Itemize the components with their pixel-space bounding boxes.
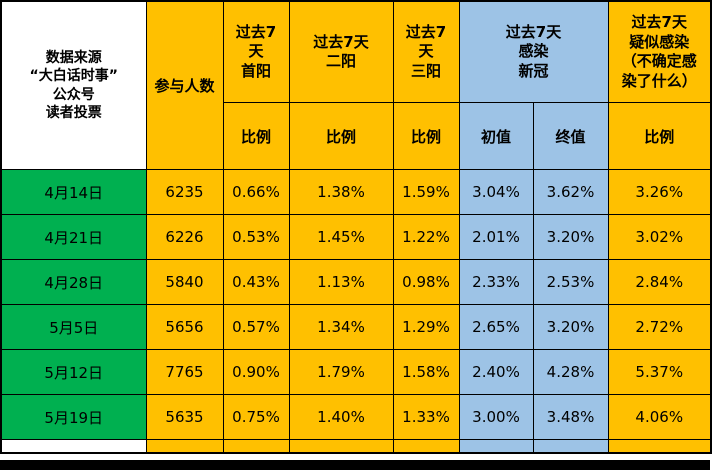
- subheader-final-value: 终值: [532, 102, 609, 170]
- empty-cell: [288, 439, 394, 454]
- bottom-gap: [0, 454, 710, 460]
- final-value-cell: 3.20%: [532, 214, 609, 260]
- participants-cell: 6226: [145, 214, 224, 260]
- suspected-ratio-cell: 3.02%: [607, 214, 712, 260]
- header-participants: 参与人数: [145, 0, 224, 170]
- third-positive-ratio-cell: 1.58%: [392, 349, 460, 395]
- first-positive-ratio-cell: 0.75%: [222, 394, 290, 440]
- empty-cell: [532, 439, 609, 454]
- table-row: 5月19日 5635 0.75% 1.40% 1.33% 3.00% 3.48%…: [0, 394, 712, 440]
- empty-cell: [222, 439, 290, 454]
- suspected-ratio-cell: 5.37%: [607, 349, 712, 395]
- empty-cell: [607, 439, 712, 454]
- suspected-ratio-cell: 2.84%: [607, 259, 712, 305]
- table-row: 4月21日 6226 0.53% 1.45% 1.22% 2.01% 3.20%…: [0, 214, 712, 260]
- participants-cell: 5840: [145, 259, 224, 305]
- poll-data-table: 数据来源 “大白话时事” 公众号 读者投票 参与人数 过去7 天 首阳 过去7天…: [0, 0, 712, 454]
- final-value-cell: 3.48%: [532, 394, 609, 440]
- first-positive-ratio-cell: 0.43%: [222, 259, 290, 305]
- second-positive-ratio-cell: 1.79%: [288, 349, 394, 395]
- final-value-cell: 3.62%: [532, 169, 609, 215]
- header-first-positive: 过去7 天 首阳: [222, 0, 290, 103]
- participants-cell: 6235: [145, 169, 224, 215]
- date-cell: 4月14日: [0, 169, 147, 215]
- subheader-ratio-first: 比例: [222, 102, 290, 170]
- participants-cell: 5656: [145, 304, 224, 350]
- first-positive-ratio-cell: 0.90%: [222, 349, 290, 395]
- first-positive-ratio-cell: 0.66%: [222, 169, 290, 215]
- third-positive-ratio-cell: 1.22%: [392, 214, 460, 260]
- empty-cell: [458, 439, 534, 454]
- initial-value-cell: 3.00%: [458, 394, 534, 440]
- header-row-top: 数据来源 “大白话时事” 公众号 读者投票 参与人数 过去7 天 首阳 过去7天…: [0, 0, 712, 170]
- third-positive-ratio-cell: 0.98%: [392, 259, 460, 305]
- participants-cell: 7765: [145, 349, 224, 395]
- second-positive-ratio-cell: 1.40%: [288, 394, 394, 440]
- initial-value-cell: 2.01%: [458, 214, 534, 260]
- subheader-ratio-third: 比例: [392, 102, 460, 170]
- header-covid-infection: 过去7天 感染 新冠: [458, 0, 609, 103]
- table-row: 5月12日 7765 0.90% 1.79% 1.58% 2.40% 4.28%…: [0, 349, 712, 395]
- empty-cell: [145, 439, 224, 454]
- subheader-ratio-suspected: 比例: [607, 102, 712, 170]
- header-suspected-infection: 过去7天 疑似感染 （不确定感 染了什么）: [607, 0, 712, 103]
- table-row: 4月28日 5840 0.43% 1.13% 0.98% 2.33% 2.53%…: [0, 259, 712, 305]
- empty-cell: [0, 439, 147, 454]
- table-row: 5月5日 5656 0.57% 1.34% 1.29% 2.65% 3.20% …: [0, 304, 712, 350]
- final-value-cell: 3.20%: [532, 304, 609, 350]
- first-positive-ratio-cell: 0.57%: [222, 304, 290, 350]
- third-positive-ratio-cell: 1.33%: [392, 394, 460, 440]
- header-source-note: 数据来源 “大白话时事” 公众号 读者投票: [0, 0, 147, 170]
- second-positive-ratio-cell: 1.34%: [288, 304, 394, 350]
- header-row-sub: 比例 比例 比例 初值 终值 比例: [1, 102, 712, 170]
- subheader-ratio-second: 比例: [288, 102, 394, 170]
- second-positive-ratio-cell: 1.45%: [288, 214, 394, 260]
- suspected-ratio-cell: 4.06%: [607, 394, 712, 440]
- initial-value-cell: 2.33%: [458, 259, 534, 305]
- subheader-initial-value: 初值: [458, 102, 534, 170]
- initial-value-cell: 2.65%: [458, 304, 534, 350]
- final-value-cell: 4.28%: [532, 349, 609, 395]
- header-second-positive: 过去7天 二阳: [288, 0, 394, 103]
- participants-cell: 5635: [145, 394, 224, 440]
- suspected-ratio-cell: 3.26%: [607, 169, 712, 215]
- initial-value-cell: 2.40%: [458, 349, 534, 395]
- third-positive-ratio-cell: 1.59%: [392, 169, 460, 215]
- table-row: 4月14日 6235 0.66% 1.38% 1.59% 3.04% 3.62%…: [0, 169, 712, 215]
- suspected-ratio-cell: 2.72%: [607, 304, 712, 350]
- date-cell: 5月12日: [0, 349, 147, 395]
- first-positive-ratio-cell: 0.53%: [222, 214, 290, 260]
- third-positive-ratio-cell: 1.29%: [392, 304, 460, 350]
- date-cell: 5月19日: [0, 394, 147, 440]
- date-cell: 4月21日: [0, 214, 147, 260]
- empty-cell: [392, 439, 460, 454]
- header-third-positive: 过去7 天 三阳: [392, 0, 460, 103]
- second-positive-ratio-cell: 1.38%: [288, 169, 394, 215]
- date-cell: 5月5日: [0, 304, 147, 350]
- final-value-cell: 2.53%: [532, 259, 609, 305]
- date-cell: 4月28日: [0, 259, 147, 305]
- second-positive-ratio-cell: 1.13%: [288, 259, 394, 305]
- initial-value-cell: 3.04%: [458, 169, 534, 215]
- table-bottom-border: [0, 460, 710, 470]
- empty-row: [0, 439, 712, 454]
